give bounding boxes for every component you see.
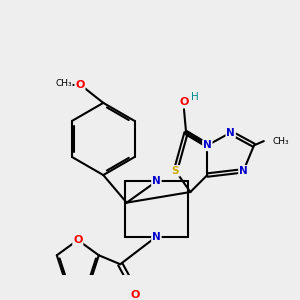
Text: N: N	[239, 166, 248, 176]
Text: O: O	[179, 97, 189, 106]
Text: O: O	[130, 290, 140, 300]
Text: CH₃: CH₃	[56, 79, 72, 88]
Text: S: S	[172, 166, 179, 176]
Text: N: N	[203, 140, 212, 150]
Text: N: N	[152, 176, 161, 186]
Text: H: H	[191, 92, 199, 102]
Text: N: N	[226, 128, 235, 138]
Text: N: N	[152, 232, 161, 242]
Text: O: O	[75, 80, 85, 90]
Text: CH₃: CH₃	[272, 136, 289, 146]
Text: O: O	[73, 235, 83, 245]
